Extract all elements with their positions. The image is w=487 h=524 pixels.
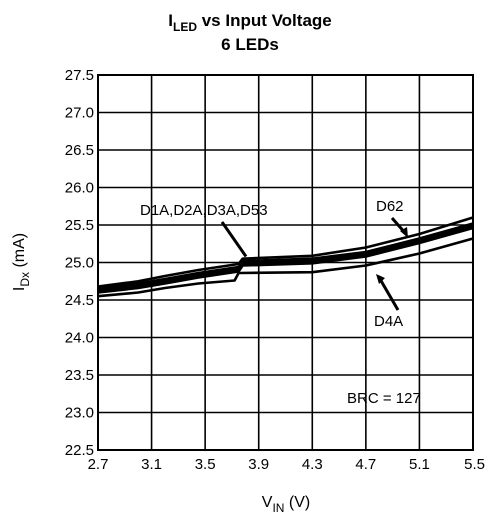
x-axis-label: VIN (V) (262, 494, 310, 515)
x-axis-symbol: V (262, 494, 273, 511)
x-tick-labels: 2.7 3.1 3.5 3.9 4.3 4.7 5.1 5.5 (88, 456, 485, 473)
x-tick-label: 4.3 (302, 456, 323, 473)
x-tick-label: 5.1 (409, 456, 430, 473)
y-tick-label: 22.5 (65, 442, 94, 459)
x-tick-label: 3.9 (248, 456, 269, 473)
annotation-arrowhead-d62 (400, 227, 409, 238)
title-subscript: LED (173, 20, 197, 34)
y-tick-label: 27.0 (65, 105, 94, 122)
y-tick-label: 23.5 (65, 367, 94, 384)
y-tick-label: 24.0 (65, 330, 94, 347)
series-line-d62 (97, 216, 474, 288)
plot-frame (97, 74, 474, 451)
series-line-d53 (97, 226, 474, 294)
annotation-leader-d4a (378, 278, 400, 311)
y-tick-label: 26.0 (65, 180, 94, 197)
x-tick-label: 5.5 (464, 456, 485, 473)
x-tick-label: 2.7 (88, 456, 109, 473)
x-axis-subscript: IN (272, 501, 284, 515)
x-tick-label: 3.5 (195, 456, 216, 473)
series-lines (97, 216, 474, 298)
y-axis-label: IDx (mA) (11, 233, 32, 291)
annotation-d4a: D4A (374, 313, 403, 330)
x-tick-label: 4.7 (355, 456, 376, 473)
series-line-d4a (97, 237, 474, 298)
annotations: D1A,D2A,D3A,D53 D62 D4A BRC = 127 (140, 198, 421, 407)
y-axis-subscript: Dx (18, 272, 32, 287)
annotation-brc: BRC = 127 (347, 390, 421, 407)
y-tick-labels: 27.5 27.0 26.5 26.0 25.5 25.0 24.5 24.0 23.5 23.0… (65, 67, 94, 459)
series-line-d2a (97, 222, 474, 290)
grid (97, 74, 474, 451)
y-tick-label: 25.0 (65, 255, 94, 272)
annotation-arrowhead-d4a (376, 274, 385, 284)
y-tick-label: 25.5 (65, 217, 94, 234)
annotation-d1a-d2a-d3a-d53: D1A,D2A,D3A,D53 (140, 202, 268, 219)
annotation-leader-d1a (220, 221, 248, 258)
title-symbol: I (168, 11, 173, 30)
y-axis-symbol: I (11, 287, 28, 291)
y-tick-label: 27.5 (65, 67, 94, 84)
annotation-d62: D62 (376, 198, 404, 215)
y-tick-label: 23.0 (65, 405, 94, 422)
y-tick-label: 24.5 (65, 292, 94, 309)
chart-title-line-2: 6 LEDs (221, 35, 279, 54)
y-axis-unit: (mA) (11, 233, 28, 272)
chart-title-line-1: ILED vs Input Voltage (168, 11, 332, 34)
y-tick-label: 26.5 (65, 142, 94, 159)
x-tick-label: 3.1 (141, 456, 162, 473)
x-axis-unit: (V) (284, 494, 310, 511)
title-rest: vs Input Voltage (197, 11, 332, 30)
